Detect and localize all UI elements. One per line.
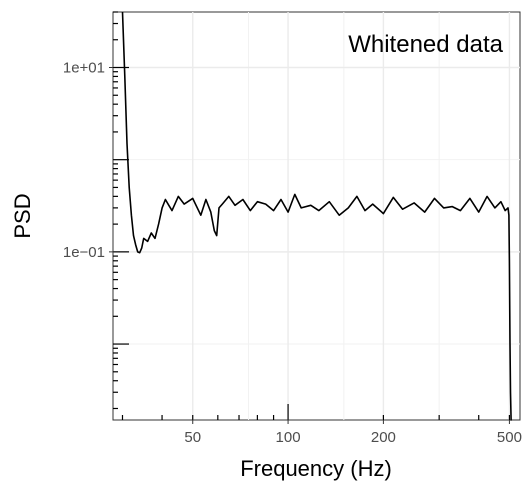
log-rug-ticks <box>113 11 511 420</box>
x-tick-label: 50 <box>184 429 201 446</box>
y-axis-title: PSD <box>10 193 35 238</box>
series-layer <box>121 11 512 421</box>
plot-panel <box>112 11 521 421</box>
x-axis-ticks: 50 100 200 500 <box>184 420 522 446</box>
y-tick-label: 1e+01 <box>63 59 105 76</box>
y-tick-label: 1e−01 <box>63 244 105 261</box>
x-tick-label: 500 <box>497 429 522 446</box>
psd-series-line <box>121 11 512 421</box>
x-tick-label: 100 <box>276 429 301 446</box>
chart-title: Whitened data <box>348 31 503 58</box>
y-axis-ticks: 1e+01 1e−01 <box>63 59 113 261</box>
x-axis-title: Frequency (Hz) <box>240 456 392 481</box>
x-tick-label: 200 <box>371 429 396 446</box>
